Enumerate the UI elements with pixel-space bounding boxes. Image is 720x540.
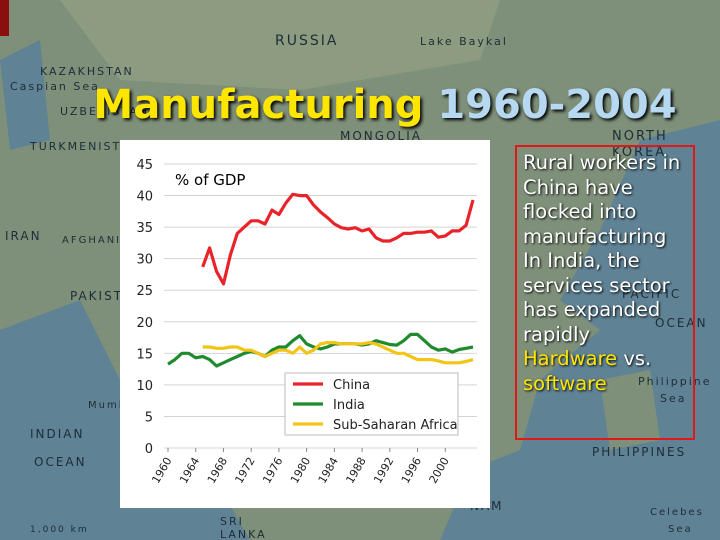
highlight: Hardware [523,347,618,370]
map-label: NORTH [612,129,668,144]
y-tick-label: 40 [136,190,153,205]
paragraph: Hardware vs. software [523,347,689,396]
y-tick-label: 10 [136,379,153,394]
map-label: OCEAN [655,316,708,330]
title-years: 1960-2004 [437,82,677,128]
text-box: Rural workers in China have flocked into… [515,145,695,440]
legend-label: India [333,398,365,413]
map-label: PHILIPPINES [592,445,686,459]
y-tick-label: 15 [136,347,153,362]
map-label: AFGHANISTAN [62,235,155,246]
map-label: IRAN [5,229,42,243]
slide-title: Manufacturing 1960-2004 [0,82,720,128]
map-label: Philippine [638,375,712,388]
paragraph: Rural workers in China have flocked into… [523,151,681,248]
map-label: Sea [668,524,693,535]
map-label: Caspian Sea [10,80,100,93]
y-tick-label: 5 [145,410,153,425]
map-label: RUSSIA [275,33,338,49]
highlight: software [523,371,607,395]
title-main: Manufacturing [93,82,424,128]
map-label: Sea [660,392,687,405]
series-line [167,332,474,368]
y-tick-label: 35 [136,221,153,236]
map-label: 1,000 km [30,525,89,535]
chart-panel [120,140,490,508]
map-label: PACIFIC [622,287,681,301]
y-tick-label: 0 [145,442,153,457]
legend-label: China [333,378,370,393]
y-tick-label: 30 [136,253,153,268]
map-label: KAZAKHSTAN [40,65,134,78]
series-line [202,341,474,365]
map-label: UZBEKISTAN [60,105,149,118]
map-label: MONGOLIA [340,129,422,143]
map-label: SRI [220,515,244,528]
map-label: TURKMENISTAN [29,140,140,153]
y-axis-label: % of GDP [175,171,245,189]
map-label: LANKA [220,528,267,540]
series-line [201,192,475,286]
map-label: Mumbai [88,400,140,411]
connector: vs. [623,347,652,370]
paragraph: In India, the services sector has expand… [523,249,670,346]
y-tick-label: 20 [136,316,153,331]
map-label: Celebes [650,507,704,518]
y-tick-label: 45 [136,158,153,173]
legend-label: Sub-Saharan Africa [333,418,458,433]
y-tick-label: 25 [136,284,153,299]
map-label: Lake Baykal [420,35,508,48]
map-label: INDIAN [30,427,84,441]
map-label: OCEAN [34,455,87,469]
map-label: KOREA [612,145,666,160]
